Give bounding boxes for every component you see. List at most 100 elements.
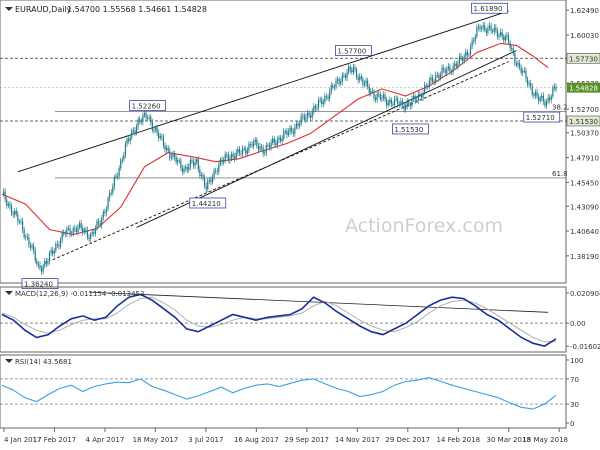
candle-body bbox=[409, 104, 411, 107]
candle-body bbox=[88, 237, 90, 239]
candle-body bbox=[196, 159, 198, 163]
candle-body bbox=[96, 221, 98, 229]
candle-body bbox=[482, 25, 484, 28]
macd-lines bbox=[0, 291, 566, 347]
candle-body bbox=[173, 153, 176, 158]
candle-body bbox=[314, 106, 317, 109]
candle-body bbox=[534, 92, 537, 96]
candle-body bbox=[522, 70, 524, 73]
candle-body bbox=[197, 159, 199, 170]
candle-body bbox=[72, 228, 74, 234]
candle-body bbox=[344, 75, 347, 78]
candle-body bbox=[158, 133, 160, 139]
candle-body bbox=[219, 159, 222, 165]
candle-body bbox=[284, 131, 286, 132]
candle-body bbox=[77, 226, 79, 233]
candle-body bbox=[488, 25, 491, 28]
candle-body bbox=[419, 94, 421, 96]
candle-body bbox=[357, 77, 359, 81]
candle-body bbox=[289, 127, 291, 132]
candle-body bbox=[295, 123, 298, 128]
candle-body bbox=[373, 91, 375, 98]
candle-body bbox=[414, 96, 416, 101]
candle-body bbox=[427, 85, 429, 87]
candle-body bbox=[417, 94, 419, 101]
annotation-label: 1.51530 bbox=[394, 126, 423, 134]
candle-body bbox=[175, 157, 177, 163]
candle-body bbox=[496, 30, 499, 37]
candle-body bbox=[66, 228, 68, 234]
candle-body bbox=[4, 191, 6, 200]
candle-body bbox=[457, 63, 459, 67]
candle-body bbox=[208, 179, 210, 181]
candle-body bbox=[53, 250, 55, 254]
candle-body bbox=[291, 127, 293, 132]
candle-body bbox=[474, 36, 476, 42]
rsi-panel: 100 70 30 0 RSI(14) 43.5681 bbox=[0, 354, 583, 429]
candle-body bbox=[164, 145, 166, 150]
candle-body bbox=[397, 98, 399, 105]
candle-body bbox=[45, 261, 47, 264]
candle-body bbox=[511, 48, 513, 49]
candle-body bbox=[367, 80, 369, 87]
candle-body bbox=[420, 94, 423, 98]
candle-body bbox=[218, 164, 220, 172]
candle-body bbox=[275, 142, 277, 146]
candle-body bbox=[94, 228, 96, 234]
price-tick-label: 1.38190 bbox=[570, 253, 599, 261]
candle-body bbox=[123, 155, 125, 160]
price-axis: 1.624901.600301.577301.552701.527001.515… bbox=[566, 7, 600, 261]
candle-body bbox=[515, 62, 518, 65]
chart-header: EURAUD,Daily 1.54700 1.55568 1.54661 1.5… bbox=[5, 5, 207, 14]
candle-body bbox=[82, 228, 84, 233]
rsi-tick-label: 30 bbox=[570, 401, 579, 409]
candle-body bbox=[113, 177, 115, 187]
candle-body bbox=[412, 96, 415, 99]
candle-body bbox=[148, 117, 150, 119]
candle-body bbox=[390, 99, 392, 105]
candle-body bbox=[235, 152, 237, 159]
candle-body bbox=[509, 42, 511, 49]
candle-body bbox=[324, 96, 326, 103]
candle-body bbox=[67, 228, 70, 229]
annotation-box bbox=[523, 111, 561, 123]
candle-body bbox=[368, 86, 370, 94]
candle-body bbox=[85, 229, 87, 231]
candle-body bbox=[61, 232, 63, 240]
candle-body bbox=[317, 100, 320, 108]
candle-body bbox=[352, 67, 354, 73]
candle-body bbox=[15, 210, 17, 215]
candle-body bbox=[63, 232, 65, 235]
candle-body bbox=[185, 166, 187, 169]
macd-divergence-line bbox=[89, 291, 549, 313]
candle-body bbox=[553, 86, 556, 88]
candle-body bbox=[17, 214, 19, 222]
candle-body bbox=[500, 32, 502, 36]
candle-body bbox=[401, 101, 404, 105]
candle-body bbox=[281, 138, 283, 142]
candle-body bbox=[468, 54, 470, 56]
candle-body bbox=[134, 130, 136, 133]
candle-body bbox=[428, 80, 430, 87]
candle-body bbox=[393, 99, 396, 106]
candle-body bbox=[433, 81, 435, 83]
candle-body bbox=[416, 100, 418, 101]
candle-body bbox=[116, 176, 119, 177]
candle-body bbox=[192, 161, 195, 166]
candle-body bbox=[177, 160, 179, 163]
candle-body bbox=[376, 93, 378, 100]
candle-body bbox=[498, 35, 500, 37]
candle-body bbox=[48, 252, 51, 262]
candle-body bbox=[36, 260, 38, 264]
price-tick-label: 1.52700 bbox=[570, 106, 599, 114]
candle-body bbox=[248, 143, 250, 151]
candle-body bbox=[221, 159, 223, 163]
candle-body bbox=[306, 112, 309, 118]
candle-body bbox=[99, 223, 101, 226]
candle-body bbox=[101, 217, 103, 226]
dropdown-arrow-icon bbox=[5, 291, 13, 295]
candle-body bbox=[349, 66, 351, 70]
candle-body bbox=[211, 176, 214, 183]
candle-body bbox=[530, 83, 532, 87]
